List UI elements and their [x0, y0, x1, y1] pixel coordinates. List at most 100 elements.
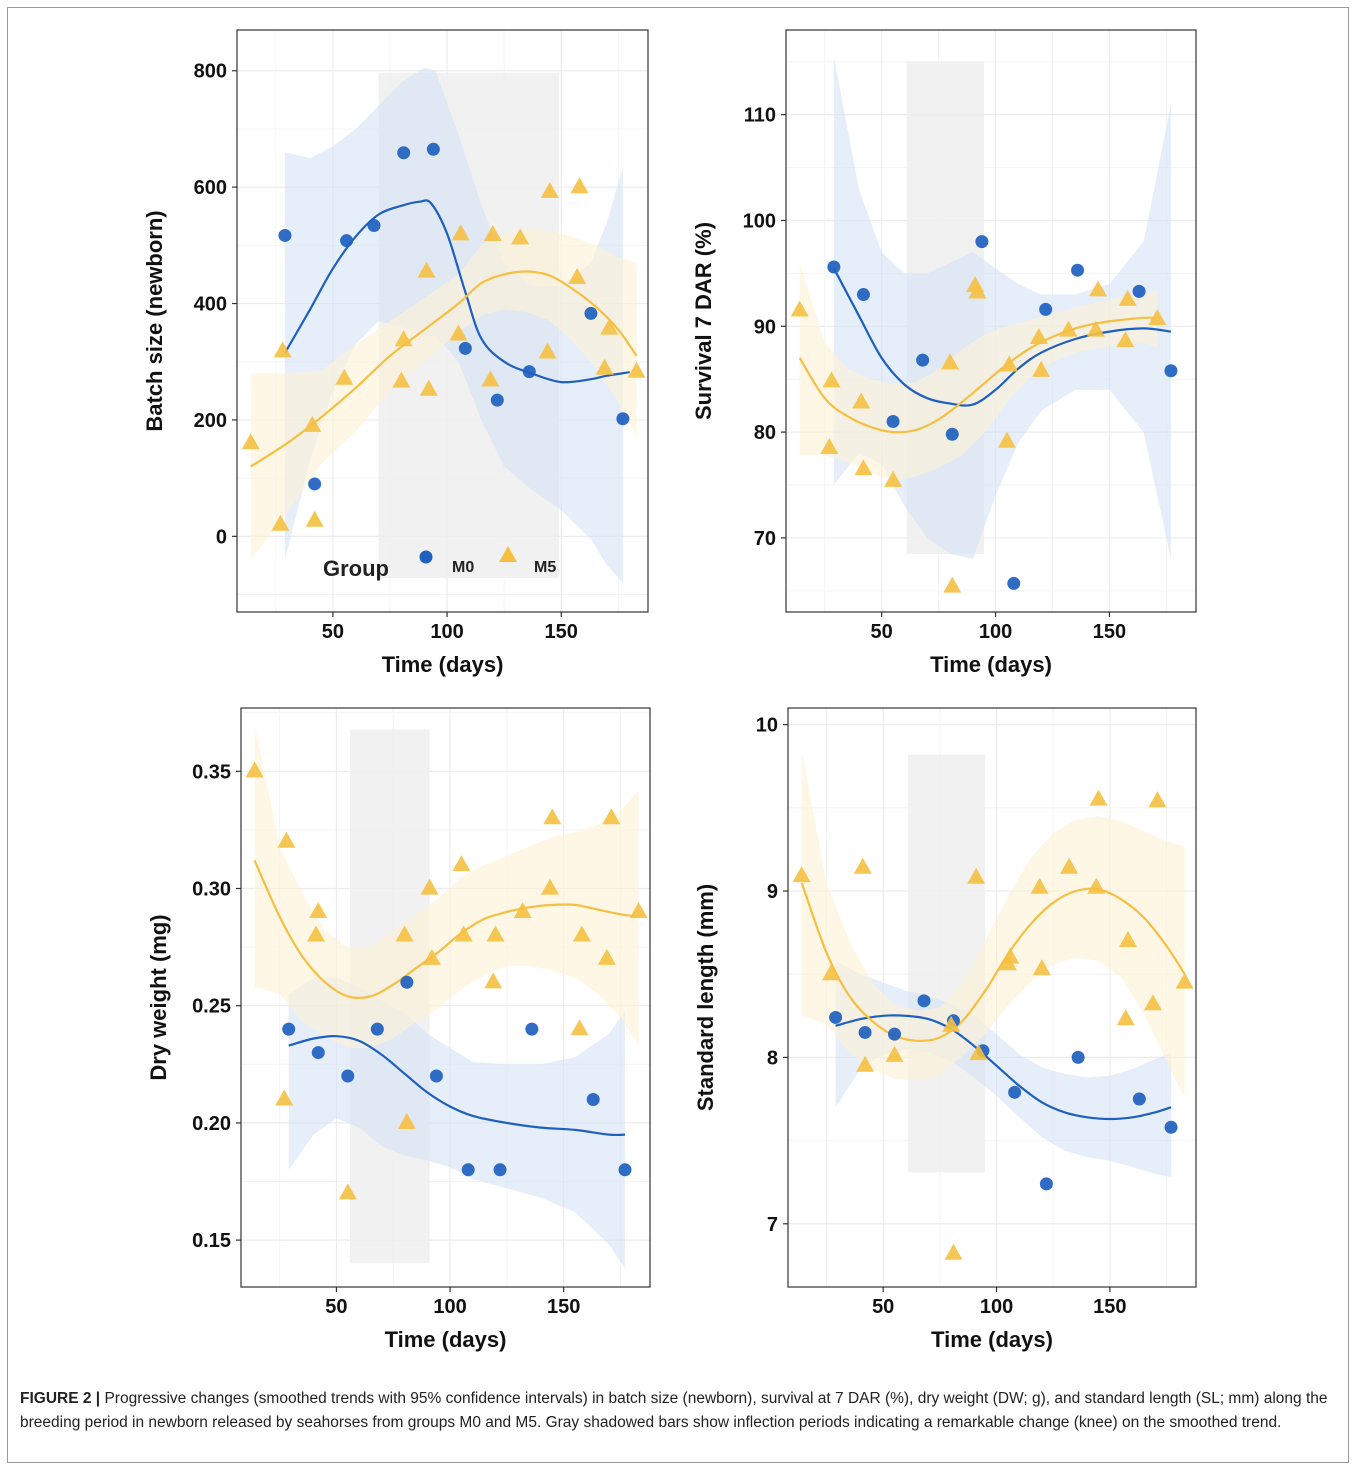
data-point-m0 — [975, 235, 989, 249]
data-point-m5 — [790, 300, 809, 317]
trend-line-m5 — [250, 270, 638, 468]
data-point-m5 — [1148, 308, 1167, 325]
data-point-m5 — [942, 1015, 961, 1032]
data-point-m5 — [853, 857, 872, 874]
x-tick-label: 150 — [547, 1296, 580, 1318]
data-point-m5 — [451, 224, 470, 241]
plot-border — [787, 707, 1197, 1288]
data-point-m5 — [397, 1112, 416, 1129]
data-point-m5 — [449, 324, 468, 341]
data-point-m0 — [1039, 1177, 1053, 1191]
data-point-m5 — [1001, 947, 1020, 964]
y-tick-label: 100 — [743, 210, 776, 232]
caption-text: Progressive changes (smoothed trends wit… — [20, 1390, 1328, 1431]
data-point-m0 — [340, 234, 354, 248]
y-tick-label: 0.30 — [192, 878, 231, 900]
data-point-m5 — [309, 902, 328, 919]
data-point-m5 — [303, 415, 322, 432]
data-point-m0 — [367, 219, 381, 233]
y-tick-label: 8 — [767, 1047, 778, 1069]
data-point-m0 — [522, 365, 536, 379]
data-point-m5 — [483, 224, 502, 241]
data-point-m5 — [511, 228, 530, 245]
trend-line-m5 — [253, 859, 639, 1000]
plot-border — [240, 707, 651, 1288]
plot-content — [241, 67, 646, 583]
data-point-m5 — [538, 342, 557, 359]
data-point-m5 — [570, 1019, 589, 1036]
data-point-m0 — [341, 1069, 355, 1083]
data-point-m0 — [1071, 263, 1085, 277]
y-axis-label: Standard length (mm) — [693, 884, 718, 1111]
data-point-m0 — [584, 306, 598, 320]
data-point-m5 — [572, 925, 591, 942]
panel-3: 50 100 150 0.15 0.20 0.25 0.30 0.35 Time (days) D… — [146, 707, 651, 1352]
confidence-band-m0 — [288, 977, 625, 1269]
data-point-m5 — [1029, 328, 1048, 345]
data-point-m5 — [513, 902, 532, 919]
legend-title: Group — [323, 556, 389, 581]
data-point-m5 — [395, 925, 414, 942]
data-point-m5 — [338, 1183, 357, 1200]
data-point-m0 — [429, 1069, 443, 1083]
data-point-m5 — [1060, 857, 1079, 874]
data-point-m5 — [419, 379, 438, 396]
panel-2: 50 100 150 70 80 90 100 110 Time (days) Survival … — [691, 29, 1197, 677]
data-point-m0 — [586, 1092, 600, 1106]
x-tick-label: 100 — [980, 1296, 1013, 1318]
data-point-m5 — [1175, 972, 1194, 989]
confidence-band-m5 — [254, 724, 639, 1048]
y-axis-label: Batch size (newborn) — [142, 210, 167, 431]
data-point-m5 — [1143, 994, 1162, 1011]
data-point-m5 — [422, 948, 441, 965]
data-point-m5 — [602, 808, 621, 825]
x-tick-label: 100 — [979, 621, 1012, 643]
data-point-m5 — [486, 925, 505, 942]
x-axis-label: Time (days) — [930, 652, 1052, 677]
data-point-m5 — [967, 867, 986, 884]
x-tick-label: 150 — [1093, 1296, 1126, 1318]
trend-line-m0 — [835, 1014, 1172, 1121]
y-axis-label: Dry weight (mg) — [146, 914, 171, 1080]
trend-line-m5 — [798, 316, 1158, 434]
data-point-m5 — [997, 431, 1016, 448]
y-tick-label: 0.35 — [192, 761, 231, 783]
data-point-m5 — [271, 514, 290, 531]
data-point-m5 — [597, 948, 616, 965]
y-tick-label: 400 — [194, 294, 227, 316]
data-point-m5 — [568, 268, 587, 285]
data-point-m5 — [1087, 877, 1106, 894]
data-point-m5 — [335, 368, 354, 385]
data-point-m5 — [600, 318, 619, 335]
data-point-m5 — [277, 831, 296, 848]
data-point-m5 — [454, 925, 473, 942]
data-point-m0 — [493, 1163, 507, 1177]
data-point-m5 — [541, 878, 560, 895]
data-point-m5 — [1116, 331, 1135, 348]
data-point-m0 — [1132, 1092, 1146, 1106]
data-point-m5 — [1118, 289, 1137, 306]
figure-caption: FIGURE 2 | Progressive changes (smoothed… — [20, 1387, 1338, 1435]
data-point-m5 — [245, 761, 264, 778]
data-point-m5 — [1059, 320, 1078, 337]
data-point-m5 — [854, 459, 873, 476]
data-point-m5 — [1148, 791, 1167, 808]
data-point-m5 — [1089, 280, 1108, 297]
data-point-m5 — [822, 964, 841, 981]
data-point-m0 — [458, 341, 472, 355]
data-point-m5 — [856, 1055, 875, 1072]
data-point-m0 — [1007, 576, 1021, 590]
x-axis-label: Time (days) — [382, 652, 504, 677]
y-tick-label: 0.20 — [192, 1113, 231, 1135]
panel-4: 50 100 150 7 8 9 10 Time (days) Standard length … — [693, 707, 1197, 1352]
panel-1: 50 100 150 0 200 400 600 800 Time (days) Batch si… — [142, 29, 649, 677]
data-point-m5 — [305, 510, 324, 527]
data-point-m5 — [941, 353, 959, 370]
data-point-m5 — [241, 433, 260, 450]
data-point-m0 — [1164, 364, 1178, 378]
y-tick-label: 9 — [767, 881, 778, 903]
data-point-m0 — [917, 994, 931, 1008]
data-point-m5 — [392, 371, 411, 388]
data-point-m5 — [543, 808, 562, 825]
trend-line-m5 — [800, 882, 1186, 1042]
